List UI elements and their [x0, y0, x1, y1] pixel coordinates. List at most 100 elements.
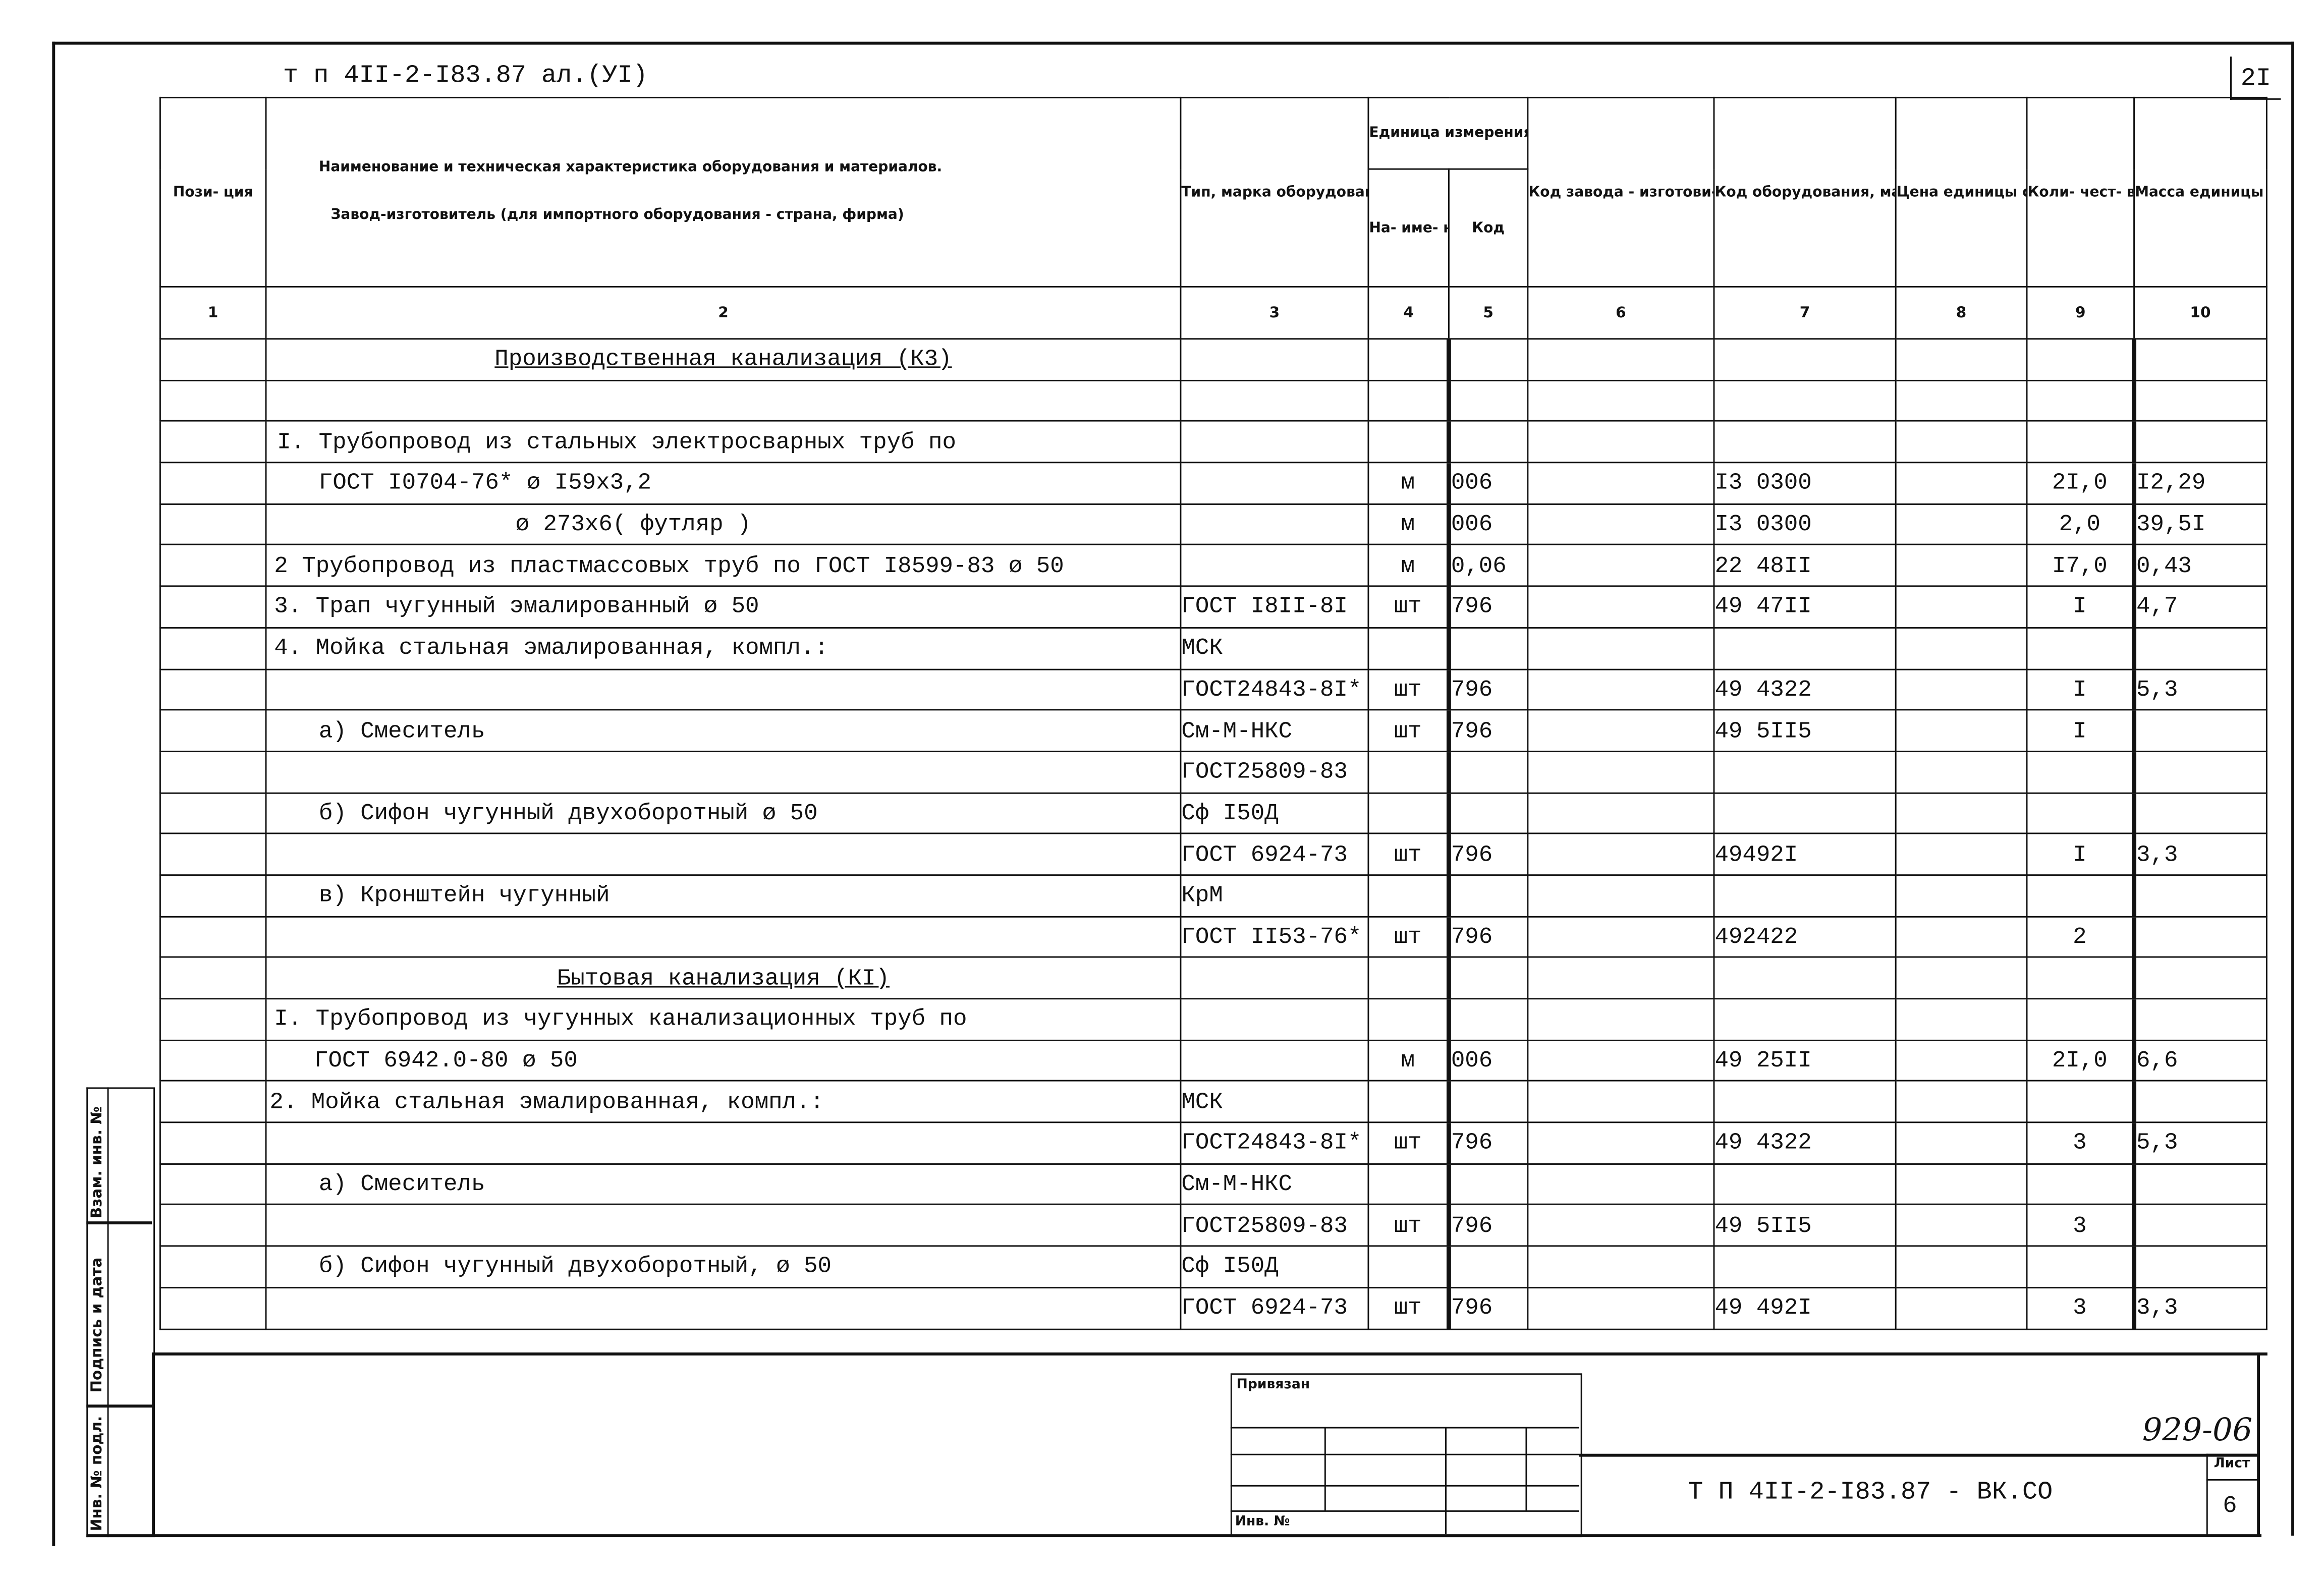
cell-quantity: 3	[2026, 1121, 2135, 1165]
cell-unit-code	[1446, 338, 1529, 381]
title-block-line	[1579, 1453, 2259, 1456]
cell-equipment-code	[1713, 627, 1897, 670]
cell-mass	[2132, 750, 2267, 794]
cell-unit-name: шт	[1367, 585, 1450, 629]
cell-unit-code: 0,06	[1446, 544, 1529, 587]
cell-mass: 3,3	[2132, 1286, 2267, 1330]
cell-unit-name: шт	[1367, 1286, 1450, 1330]
document-code: Т П 4II-2-I83.87 - ВК.СО	[1688, 1479, 2053, 1508]
cell-price	[1895, 1204, 2028, 1247]
cell-position	[159, 585, 267, 629]
stamp-grid-line	[1445, 1427, 1448, 1535]
cell-unit-name	[1367, 1163, 1450, 1206]
cell-unit-name	[1367, 792, 1450, 835]
cell-equipment-code: 49 5II5	[1713, 1204, 1897, 1247]
cell-quantity: 2	[2026, 915, 2135, 958]
sheet-box	[2206, 1453, 2259, 1536]
cell-mass	[2132, 792, 2267, 835]
cell-unit-name: шт	[1367, 709, 1450, 752]
cell-type	[1180, 420, 1369, 464]
cell-plant-code	[1527, 1204, 1715, 1247]
cell-mass: 0,43	[2132, 544, 2267, 587]
header-name-line1: Наименование и техническая характеристик…	[318, 159, 943, 176]
cell-unit-name: м	[1367, 1039, 1450, 1082]
side-stamp-label-replacement: Взам. инв. №	[89, 1106, 106, 1219]
cell-unit-name: м	[1367, 462, 1450, 505]
cell-unit-code	[1446, 792, 1529, 835]
table-row: 2 Трубопровод из пластмассовых труб по Г…	[159, 544, 2267, 587]
cell-quantity	[2026, 627, 2135, 670]
cell-quantity	[2026, 792, 2135, 835]
cell-position	[159, 503, 267, 546]
cell-mass: I2,29	[2132, 462, 2267, 505]
cell-unit-name	[1367, 874, 1450, 917]
cell-quantity	[2026, 874, 2135, 917]
cell-equipment-code	[1713, 1080, 1897, 1123]
cell-position	[159, 792, 267, 835]
cell-position	[159, 379, 267, 422]
cell-unit-name: шт	[1367, 1204, 1450, 1247]
cell-mass: 5,3	[2132, 1121, 2267, 1165]
column-number: 4	[1367, 286, 1450, 340]
table-row: I. Трубопровод из чугунных канализационн…	[159, 998, 2267, 1041]
cell-plant-code	[1527, 792, 1715, 835]
cell-price	[1895, 709, 2028, 752]
cell-unit-name: шт	[1367, 833, 1450, 876]
side-stamp-label-signature: Подпись и дата	[89, 1257, 106, 1393]
cell-price	[1895, 1245, 2028, 1288]
cell-position	[159, 874, 267, 917]
cell-quantity	[2026, 750, 2135, 794]
cell-position	[159, 338, 267, 381]
table-row: 2. Мойка стальная эмалированная, компл.:…	[159, 1080, 2267, 1123]
cell-plant-code	[1527, 585, 1715, 629]
cell-quantity: I	[2026, 585, 2135, 629]
cell-unit-name	[1367, 627, 1450, 670]
cell-quantity: 3	[2026, 1286, 2135, 1330]
column-number: 6	[1527, 286, 1715, 340]
cell-name	[265, 1121, 1182, 1165]
cell-type: ГОСТ25809-83	[1180, 750, 1369, 794]
cell-mass	[2132, 874, 2267, 917]
header-document-line: т п 4II-2-I83.87 ал.(УI)	[283, 63, 648, 91]
cell-type: ГОСТ 6924-73	[1180, 1286, 1369, 1330]
cell-plant-code	[1527, 1286, 1715, 1330]
cell-price	[1895, 1039, 2028, 1082]
cell-quantity: 3	[2026, 1204, 2135, 1247]
stamp-grid-line	[1525, 1427, 1528, 1510]
cell-unit-code	[1446, 874, 1529, 917]
cell-position	[159, 1286, 267, 1330]
cell-equipment-code: 22 48II	[1713, 544, 1897, 587]
cell-type: ГОСТ25809-83	[1180, 1204, 1369, 1247]
cell-price	[1895, 420, 2028, 464]
side-stamp-label-strip	[86, 1087, 109, 1538]
cell-mass	[2132, 709, 2267, 752]
handwritten-number: 929-06	[2142, 1412, 2253, 1448]
cell-name	[265, 1286, 1182, 1330]
header-name-line2: Завод-изготовитель (для импортного обору…	[330, 207, 904, 223]
table-row: ГОСТ24843-8I* шт 796 49 4322 I 5,3	[159, 668, 2267, 711]
frame-bottom-line	[86, 1534, 2262, 1537]
cell-name	[265, 1204, 1182, 1247]
sheet-box-divider	[2206, 1479, 2259, 1482]
cell-equipment-code: 49 4322	[1713, 668, 1897, 711]
cell-price	[1895, 998, 2028, 1041]
cell-unit-name	[1367, 1245, 1450, 1288]
cell-unit-name: шт	[1367, 1121, 1450, 1165]
cell-type: МСК	[1180, 627, 1369, 670]
cell-plant-code	[1527, 750, 1715, 794]
cell-unit-name: м	[1367, 544, 1450, 587]
cell-name: I. Трубопровод из стальных электросварны…	[265, 420, 1182, 464]
cell-quantity: 2I,0	[2026, 462, 2135, 505]
frame-inner-left-line	[152, 1352, 154, 1536]
cell-type: См-М-НКС	[1180, 709, 1369, 752]
cell-quantity: I	[2026, 668, 2135, 711]
cell-equipment-code: 49492I	[1713, 833, 1897, 876]
table-row: б) Сифон чугунный двухоборотный, ø 50 Сф …	[159, 1245, 2267, 1288]
attached-label: Привязан	[1236, 1378, 1310, 1393]
cell-plant-code	[1527, 379, 1715, 422]
cell-plant-code	[1527, 544, 1715, 587]
cell-quantity	[2026, 1163, 2135, 1206]
cell-unit-code	[1446, 379, 1529, 422]
cell-position	[159, 420, 267, 464]
